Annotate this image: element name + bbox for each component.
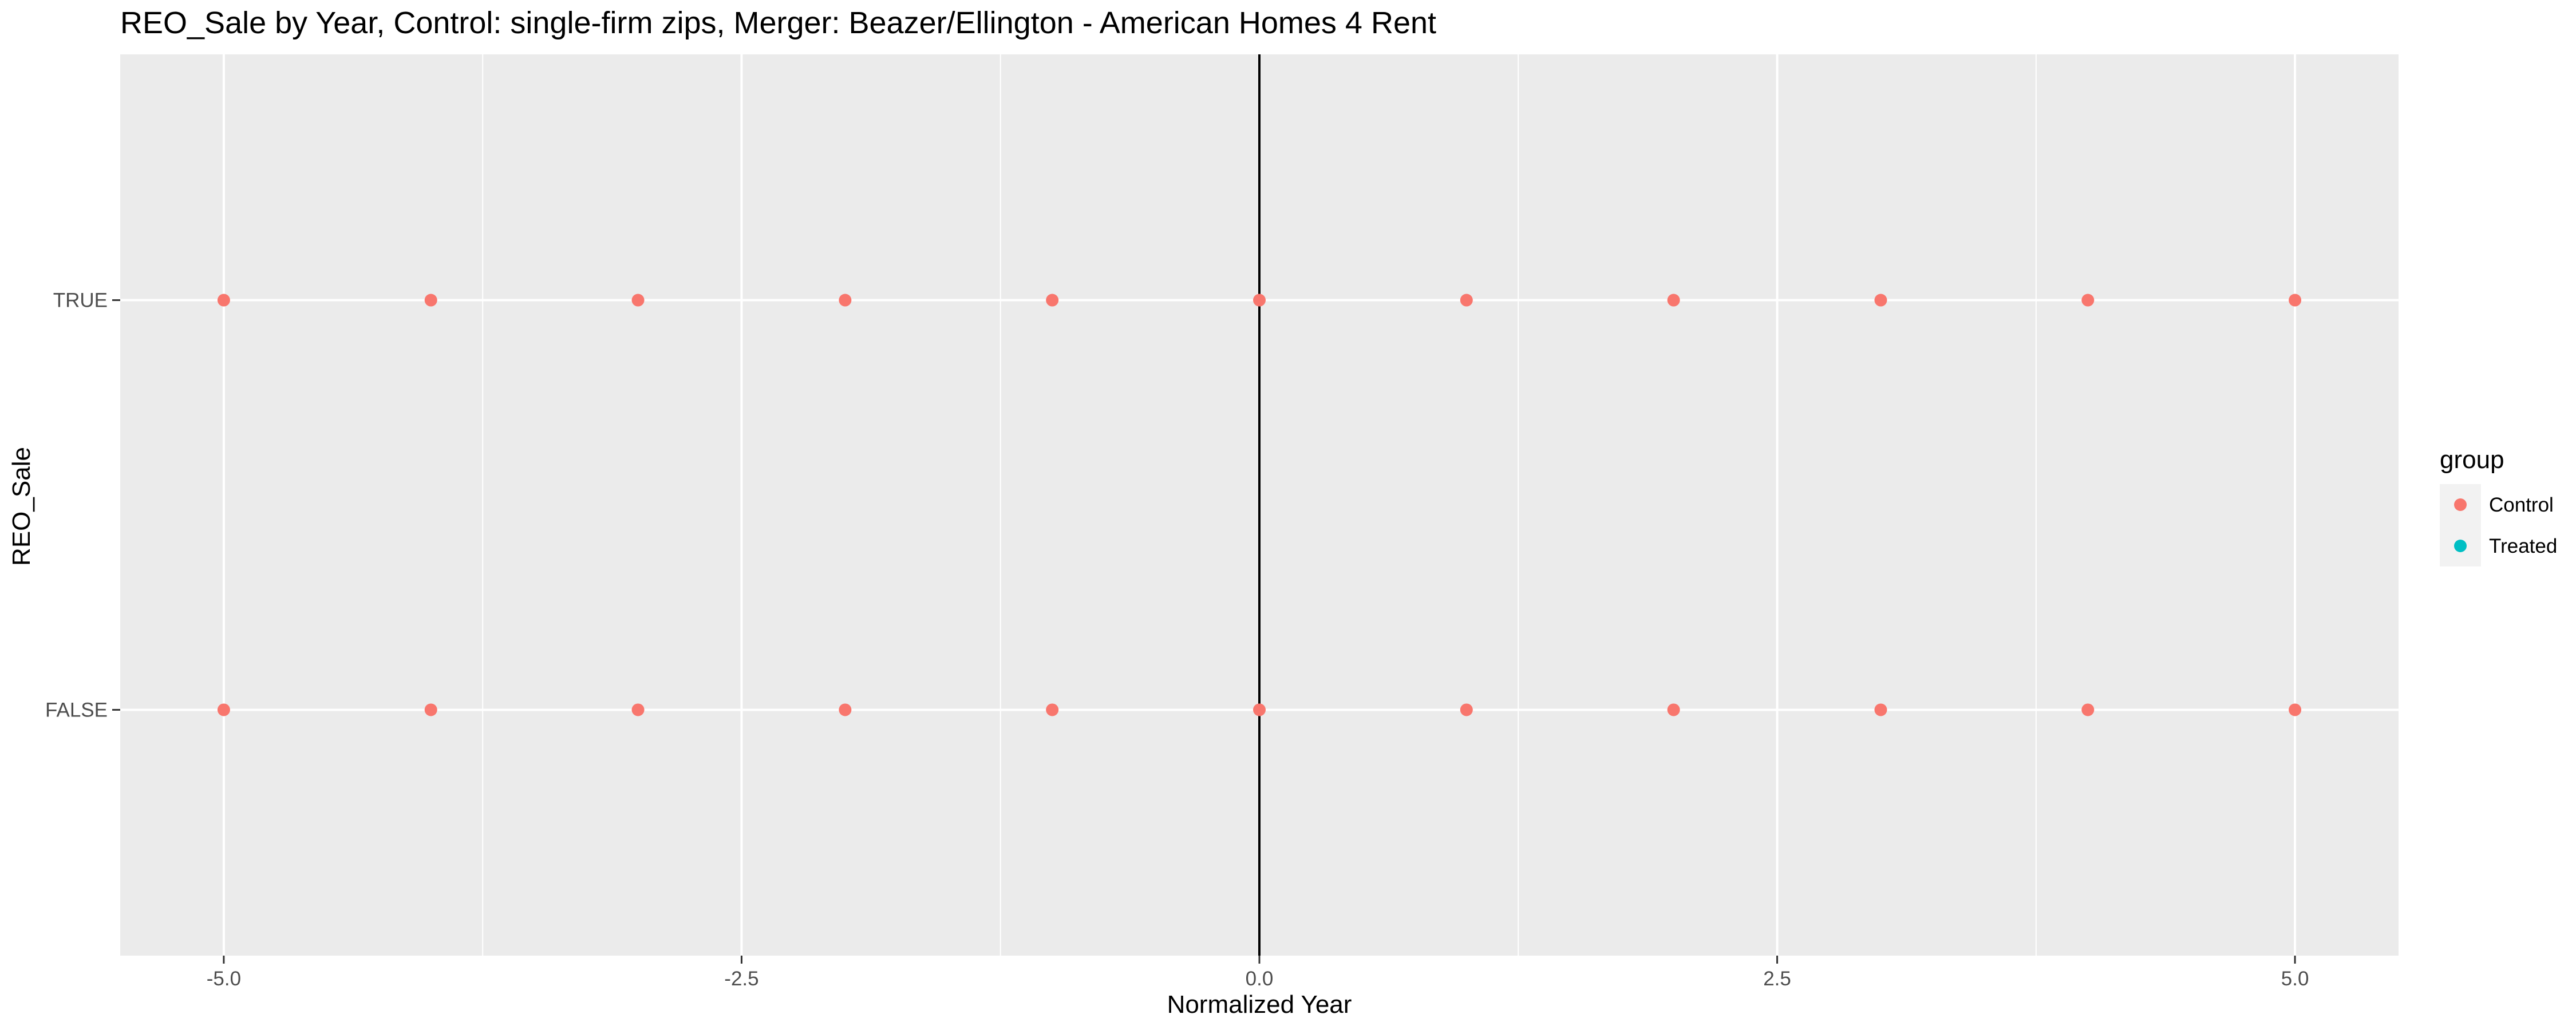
- x-tick-label: 2.5: [1763, 968, 1791, 990]
- data-point-control: [2081, 703, 2095, 716]
- data-point-control: [631, 294, 645, 307]
- legend: group Control Treated: [2440, 446, 2557, 566]
- data-point-control: [1667, 703, 1680, 716]
- legend-key-point: [2454, 498, 2467, 511]
- legend-label-treated: Treated: [2489, 535, 2557, 557]
- data-point-control: [1460, 294, 1473, 307]
- data-point-control: [424, 294, 437, 307]
- x-tick-label: -5.0: [207, 968, 241, 990]
- chart-title: REO_Sale by Year, Control: single-firm z…: [120, 6, 1436, 40]
- legend-key-point: [2454, 540, 2467, 552]
- y-axis: FALSE TRUE: [45, 290, 120, 721]
- legend-title: group: [2440, 446, 2504, 474]
- data-point-control: [1460, 703, 1473, 716]
- data-point-control: [217, 703, 230, 716]
- data-point-control: [839, 703, 852, 716]
- y-tick-label: FALSE: [45, 699, 108, 721]
- x-tick-label: 5.0: [2281, 968, 2309, 990]
- data-point-control: [631, 703, 645, 716]
- data-point-control: [2289, 703, 2302, 716]
- data-point-control: [1874, 703, 1887, 716]
- data-point-control: [2289, 294, 2302, 307]
- legend-label-control: Control: [2489, 494, 2554, 516]
- y-axis-title: REO_Sale: [7, 447, 35, 566]
- data-point-control: [1046, 294, 1059, 307]
- data-point-control: [1874, 294, 1887, 307]
- x-axis: -5.0 -2.5 0.0 2.5 5.0: [207, 956, 2309, 990]
- grid-minor: [482, 54, 2037, 956]
- data-point-control: [1253, 294, 1266, 307]
- x-axis-title: Normalized Year: [1167, 991, 1352, 1019]
- data-points: [217, 294, 2302, 716]
- x-tick-label: 0.0: [1246, 968, 1274, 990]
- data-point-control: [839, 294, 852, 307]
- data-point-control: [217, 294, 230, 307]
- data-point-control: [1253, 703, 1266, 716]
- data-point-control: [424, 703, 437, 716]
- y-tick-label: TRUE: [53, 290, 108, 312]
- x-tick-label: -2.5: [724, 968, 758, 990]
- data-point-control: [2081, 294, 2095, 307]
- data-point-control: [1046, 703, 1059, 716]
- data-point-control: [1667, 294, 1680, 307]
